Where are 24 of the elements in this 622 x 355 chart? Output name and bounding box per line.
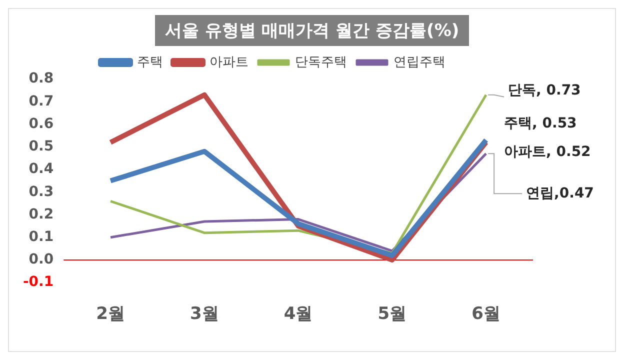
y-tick-label: -0.1 [22, 274, 54, 290]
y-tick-label: 0.2 [28, 206, 54, 222]
x-tick-label: 5월 [378, 304, 407, 324]
annotation: 연립,0.47 [526, 185, 594, 202]
annotation: 주택, 0.53 [504, 116, 577, 132]
y-tick-label: 0.4 [28, 161, 54, 178]
x-tick-label: 6월 [472, 304, 500, 324]
legend-label: 주택 [137, 54, 163, 70]
legend-label: 아파트 [210, 54, 248, 70]
annotation: 단독, 0.73 [508, 82, 581, 98]
y-tick-label: 0.3 [28, 184, 54, 200]
y-tick-label: 0.0 [28, 252, 54, 268]
y-tick-label: 0.1 [28, 228, 54, 245]
legend-label: 연립주택 [394, 54, 446, 70]
y-tick-label: 0.5 [28, 138, 54, 155]
x-tick-label: 2월 [96, 304, 125, 324]
annotation: 아파트, 0.52 [504, 144, 591, 160]
x-tick-label: 3월 [190, 304, 219, 324]
x-tick-label: 4월 [284, 304, 313, 324]
y-tick-label: 0.8 [28, 70, 54, 87]
legend-label: 단독주택 [295, 54, 347, 70]
chart-title: 서울 유형별 매매가격 월간 증감률(%) [154, 15, 470, 46]
y-tick-label: 0.7 [28, 93, 54, 110]
y-tick-label: 0.6 [28, 116, 54, 132]
